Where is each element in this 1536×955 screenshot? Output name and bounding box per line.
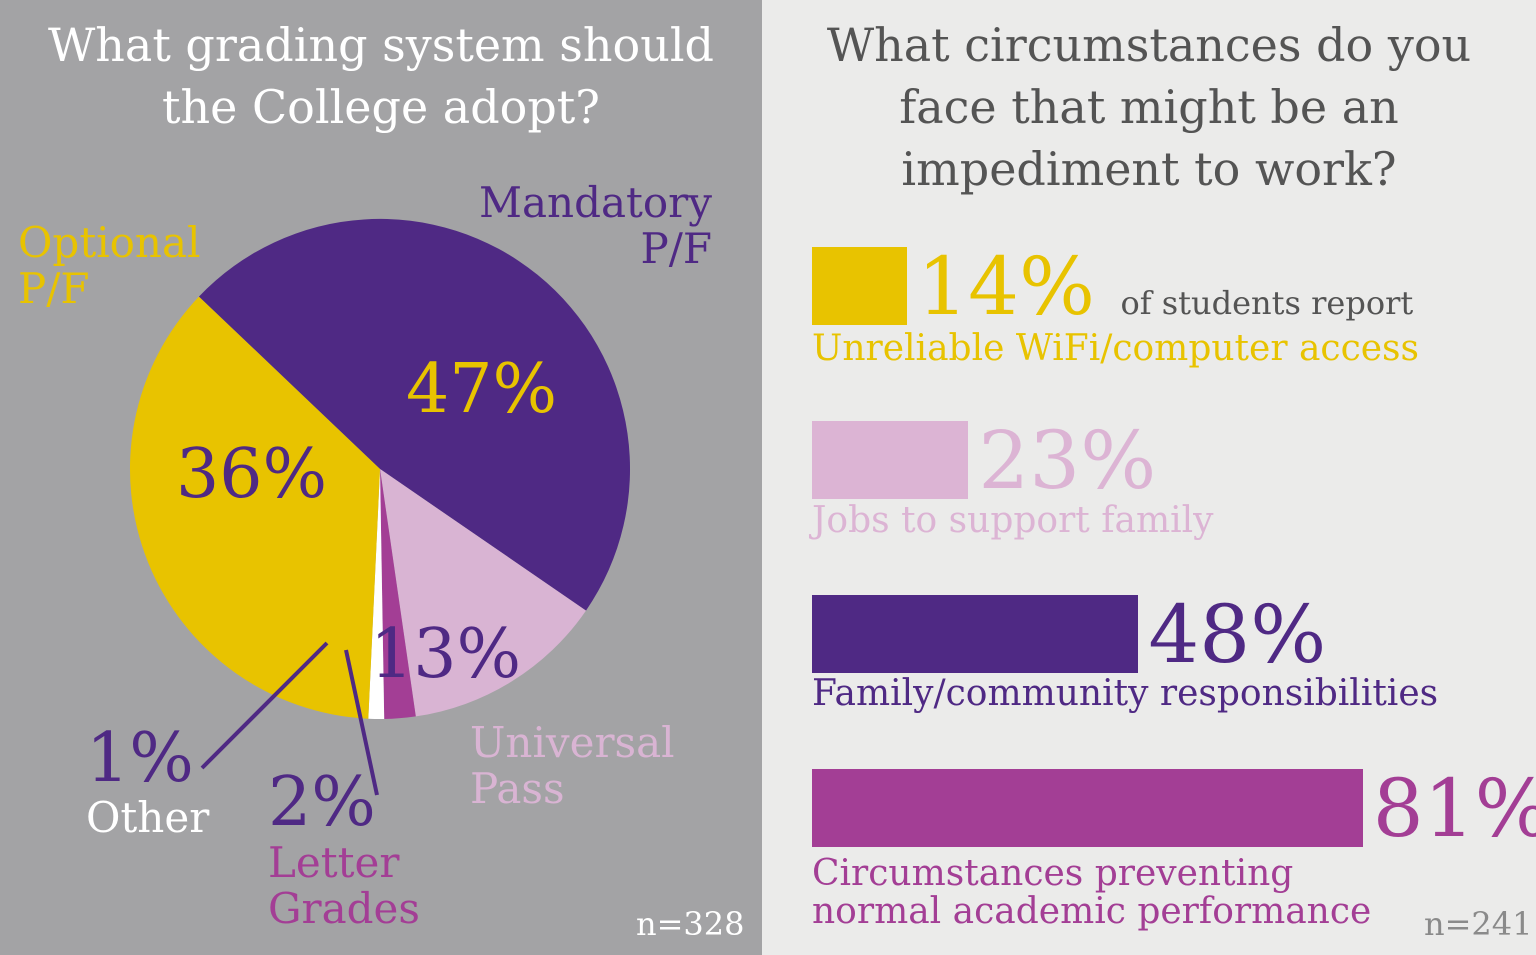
label-line: Universal — [470, 718, 675, 767]
leader-line-other — [200, 641, 329, 770]
value-universal-pass: 13% — [370, 615, 522, 694]
grading-panel: What grading system should the College a… — [0, 0, 762, 955]
label-mandatory-pf: Mandatory P/F — [456, 180, 712, 272]
sample-size-left: n=328 — [636, 905, 745, 943]
label-letter-grades: Letter Grades — [268, 840, 420, 932]
bar-title-line: face that might be an — [899, 80, 1399, 134]
value-letter-grades: 2% — [268, 763, 376, 842]
label-line: P/F — [640, 224, 712, 273]
bar-chart-title: What circumstances do you face that migh… — [762, 14, 1536, 200]
pie-slice-universal-pass — [380, 469, 586, 717]
bar-family-community — [812, 595, 1139, 673]
pie-chart-title: What grading system should the College a… — [0, 14, 762, 138]
pie-title-line: What grading system should — [47, 18, 714, 72]
bar-unreliable-wifi — [812, 247, 908, 325]
value-mandatory: 47% — [406, 350, 558, 429]
bar-title-line: What circumstances do you — [826, 18, 1472, 72]
label-line: P/F — [18, 264, 90, 313]
bar-label-unreliable-wifi: Unreliable WiFi/computer access — [812, 328, 1420, 369]
bar-value-unreliable-wifi: 14% of students report — [917, 247, 1413, 343]
sample-size-right: n=241 — [1424, 905, 1533, 943]
pie-slice-letter-grades — [380, 469, 416, 719]
leader-line-letter-grades — [344, 649, 379, 796]
pie-slice-optional — [129, 296, 380, 719]
label-line: Circumstances preventing — [812, 853, 1294, 894]
circumstances-panel: What circumstances do you face that migh… — [762, 0, 1536, 955]
label-line: Optional — [18, 218, 201, 267]
label-other: Other — [86, 793, 210, 842]
pie-slice-other — [368, 469, 385, 720]
pie-chart — [129, 218, 631, 796]
label-universal-pass: Universal Pass — [470, 720, 675, 812]
bar-value-family-community: 48% — [1148, 588, 1327, 681]
label-line: Letter — [268, 838, 400, 887]
bar-value-jobs-family: 23% — [978, 414, 1157, 507]
label-optional-pf: Optional P/F — [18, 220, 200, 312]
bar-value-label: 14% — [917, 240, 1095, 333]
label-line: normal academic performance — [812, 891, 1372, 932]
value-other: 1% — [86, 719, 194, 798]
bar-jobs-family — [812, 421, 969, 499]
pie-title-line: the College adopt? — [162, 80, 600, 134]
bar-title-line: impediment to work? — [901, 142, 1397, 196]
bar-value-academic-performance: 81% — [1372, 762, 1536, 855]
label-line: Grades — [268, 884, 420, 933]
bar-label-jobs-family: Jobs to support family — [812, 500, 1214, 541]
label-line: Mandatory — [479, 178, 712, 227]
bar-label-academic-performance: Circumstances preventing normal academic… — [812, 855, 1371, 931]
pie-slice-mandatory — [198, 218, 631, 611]
bar-label-family-community: Family/community responsibilities — [812, 673, 1439, 714]
bar-academic-performance — [812, 769, 1363, 847]
bar-value-suffix: of students report — [1120, 284, 1414, 322]
value-optional: 36% — [176, 435, 328, 514]
label-line: Pass — [470, 764, 565, 813]
